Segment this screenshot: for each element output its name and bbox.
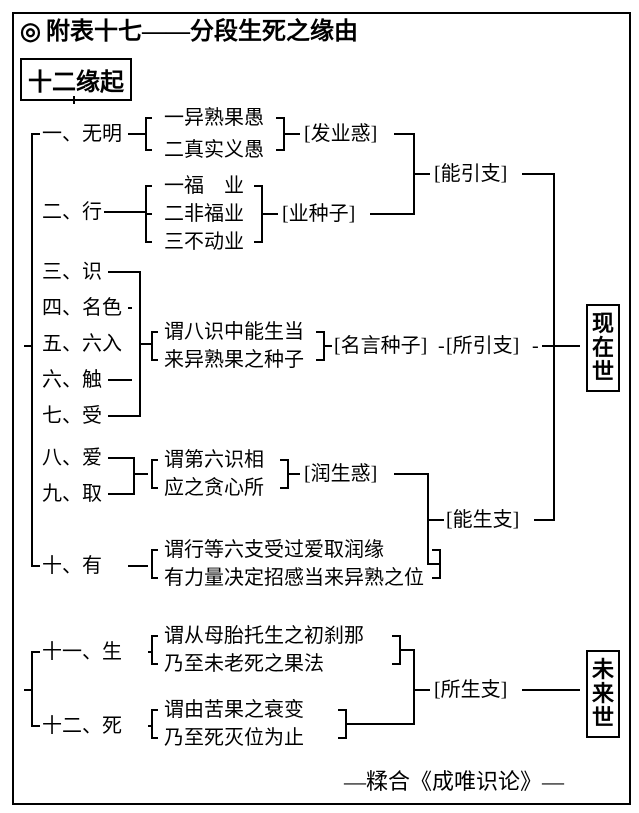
outer-border: ◎ 附表十七——分段生死之缘由 十二缘起 一、无明 二、行 三、识 四、名色 五…	[12, 12, 631, 805]
diagram-root: ◎ 附表十七——分段生死之缘由 十二缘起 一、无明 二、行 三、识 四、名色 五…	[0, 0, 639, 813]
connectors	[14, 14, 629, 803]
